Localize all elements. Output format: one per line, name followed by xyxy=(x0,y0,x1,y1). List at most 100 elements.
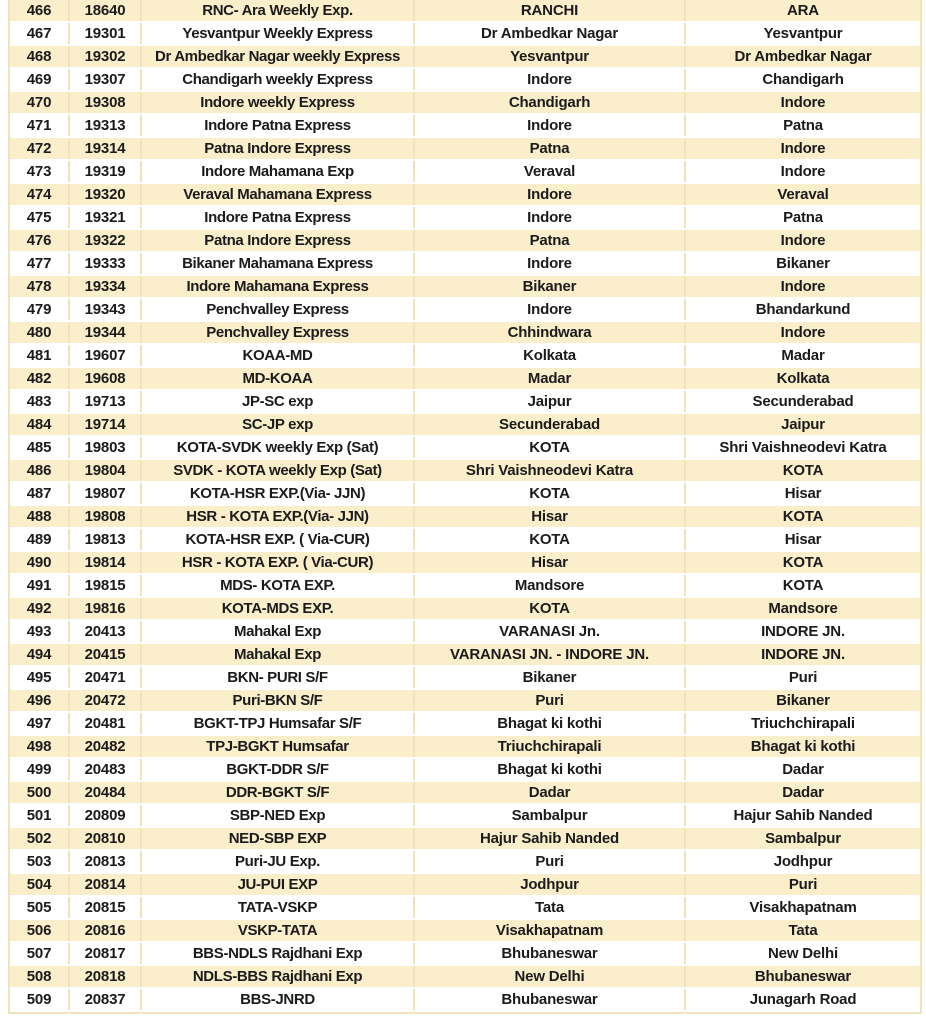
serial-cell: 488 xyxy=(10,506,70,527)
train-number-cell: 19807 xyxy=(70,483,142,504)
serial-cell: 470 xyxy=(10,92,70,113)
table-row: 504 20814 JU-PUI EXP Jodhpur Puri xyxy=(10,874,920,897)
train-name-cell: Indore Mahamana Express xyxy=(142,276,415,297)
train-name-cell: RNC- Ara Weekly Exp. xyxy=(142,0,415,21)
train-number-cell: 19815 xyxy=(70,575,142,596)
serial-cell: 483 xyxy=(10,391,70,412)
table-row: 494 20415 Mahakal Exp VARANASI JN. - IND… xyxy=(10,644,920,667)
destination-cell: KOTA xyxy=(782,508,824,525)
destination-cell: INDORE JN. xyxy=(761,646,845,663)
destination-cell: Patna xyxy=(783,209,823,226)
train-name-cell: Dr Ambedkar Nagar weekly Express xyxy=(142,46,415,67)
destination-cell: INDORE JN. xyxy=(761,623,845,640)
destination-cell: Bikaner xyxy=(776,255,830,272)
train-number-cell: 19714 xyxy=(70,414,142,435)
origin-cell: New Delhi xyxy=(415,966,686,987)
origin-cell: KOTA xyxy=(415,437,686,458)
serial-cell: 467 xyxy=(10,23,70,44)
serial-cell: 473 xyxy=(10,161,70,182)
train-name-cell: MD-KOAA xyxy=(142,368,415,389)
serial-cell: 500 xyxy=(10,782,70,803)
serial-cell: 481 xyxy=(10,345,70,366)
serial-cell: 468 xyxy=(10,46,70,67)
serial-cell: 498 xyxy=(10,736,70,757)
serial-cell: 497 xyxy=(10,713,70,734)
origin-cell: Chandigarh xyxy=(415,92,686,113)
train-number-cell: 19301 xyxy=(70,23,142,44)
serial-cell: 474 xyxy=(10,184,70,205)
train-number-cell: 20817 xyxy=(70,943,142,964)
origin-cell: VARANASI Jn. xyxy=(415,621,686,642)
train-number-cell: 20818 xyxy=(70,966,142,987)
train-name-cell: Mahakal Exp xyxy=(142,644,415,665)
train-name-cell: JU-PUI EXP xyxy=(142,874,415,895)
destination-cell: Hajur Sahib Nanded xyxy=(733,807,873,824)
origin-cell: Triuchchirapali xyxy=(415,736,686,757)
table-row: 508 20818 NDLS-BBS Rajdhani Exp New Delh… xyxy=(10,966,920,989)
train-name-cell: BKN- PURI S/F xyxy=(142,667,415,688)
train-number-cell: 19813 xyxy=(70,529,142,550)
table-row: 481 19607 KOAA-MD Kolkata Madar xyxy=(10,345,920,368)
table-row: 468 19302 Dr Ambedkar Nagar weekly Expre… xyxy=(10,46,920,69)
serial-cell: 482 xyxy=(10,368,70,389)
train-number-cell: 20472 xyxy=(70,690,142,711)
table-row: 475 19321 Indore Patna Express Indore Pa… xyxy=(10,207,920,230)
train-number-cell: 20815 xyxy=(70,897,142,918)
serial-cell: 501 xyxy=(10,805,70,826)
table-row: 479 19343 Penchvalley Express Indore Bha… xyxy=(10,299,920,322)
table-row: 487 19807 KOTA-HSR EXP.(Via- JJN) KOTA H… xyxy=(10,483,920,506)
train-number-cell: 19343 xyxy=(70,299,142,320)
destination-cell: Hisar xyxy=(784,531,822,548)
table-row: 486 19804 SVDK - KOTA weekly Exp (Sat) S… xyxy=(10,460,920,483)
table-row: 480 19344 Penchvalley Express Chhindwara… xyxy=(10,322,920,345)
serial-cell: 479 xyxy=(10,299,70,320)
train-name-cell: DDR-BGKT S/F xyxy=(142,782,415,803)
serial-cell: 471 xyxy=(10,115,70,136)
train-name-cell: BBS-JNRD xyxy=(142,989,415,1010)
train-name-cell: SVDK - KOTA weekly Exp (Sat) xyxy=(142,460,415,481)
serial-cell: 490 xyxy=(10,552,70,573)
origin-cell: Patna xyxy=(415,138,686,159)
serial-cell: 509 xyxy=(10,989,70,1010)
table-row: 473 19319 Indore Mahamana Exp Veraval In… xyxy=(10,161,920,184)
train-number-cell: 19321 xyxy=(70,207,142,228)
destination-cell: Visakhapatnam xyxy=(749,899,857,916)
origin-cell: Indore xyxy=(415,115,686,136)
train-number-cell: 19319 xyxy=(70,161,142,182)
train-name-cell: SC-JP exp xyxy=(142,414,415,435)
table-row: 492 19816 KOTA-MDS EXP. KOTA Mandsore xyxy=(10,598,920,621)
origin-cell: Bhubaneswar xyxy=(415,989,686,1010)
train-name-cell: Penchvalley Express xyxy=(142,322,415,343)
train-number-cell: 20816 xyxy=(70,920,142,941)
origin-cell: VARANASI JN. - INDORE JN. xyxy=(415,644,686,665)
table-row: 484 19714 SC-JP exp Secunderabad Jaipur xyxy=(10,414,920,437)
destination-cell: Shri Vaishneodevi Katra xyxy=(719,439,887,456)
destination-cell: Puri xyxy=(788,669,818,686)
train-number-cell: 19804 xyxy=(70,460,142,481)
train-number-cell: 19344 xyxy=(70,322,142,343)
train-name-cell: Mahakal Exp xyxy=(142,621,415,642)
destination-cell: Indore xyxy=(780,163,826,180)
destination-cell: Bhubaneswar xyxy=(754,968,852,985)
table-row: 503 20813 Puri-JU Exp. Puri Jodhpur xyxy=(10,851,920,874)
serial-cell: 502 xyxy=(10,828,70,849)
origin-cell: Chhindwara xyxy=(415,322,686,343)
origin-cell: Bhagat ki kothi xyxy=(415,713,686,734)
origin-cell: Bhagat ki kothi xyxy=(415,759,686,780)
serial-cell: 475 xyxy=(10,207,70,228)
train-name-cell: Indore Mahamana Exp xyxy=(142,161,415,182)
destination-cell: KOTA xyxy=(782,577,824,594)
destination-cell: Puri xyxy=(788,876,818,893)
table-row: 497 20481 BGKT-TPJ Humsafar S/F Bhagat k… xyxy=(10,713,920,736)
train-number-cell: 20482 xyxy=(70,736,142,757)
train-name-cell: Indore Patna Express xyxy=(142,115,415,136)
serial-cell: 506 xyxy=(10,920,70,941)
train-name-cell: Chandigarh weekly Express xyxy=(142,69,415,90)
table-row: 477 19333 Bikaner Mahamana Express Indor… xyxy=(10,253,920,276)
destination-cell: Indore xyxy=(780,232,826,249)
origin-cell: Visakhapatnam xyxy=(415,920,686,941)
table-row: 476 19322 Patna Indore Express Patna Ind… xyxy=(10,230,920,253)
table-row: 496 20472 Puri-BKN S/F Puri Bikaner xyxy=(10,690,920,713)
origin-cell: Indore xyxy=(415,207,686,228)
train-name-cell: KOTA-MDS EXP. xyxy=(142,598,415,619)
